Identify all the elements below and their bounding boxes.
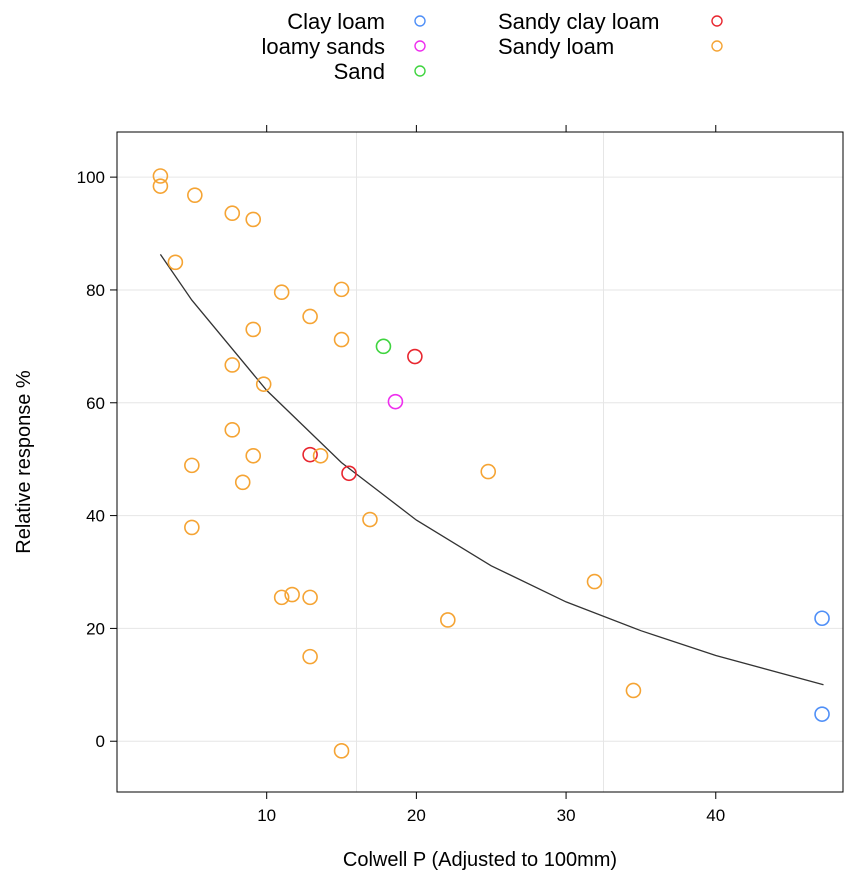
data-point xyxy=(234,474,251,491)
y-axis-title: Relative response % xyxy=(13,370,35,554)
data-point xyxy=(625,682,642,699)
y-tick-label: 0 xyxy=(96,732,105,751)
legend-label: Sand xyxy=(334,59,385,84)
data-point xyxy=(387,393,404,410)
legend-label: Clay loam xyxy=(287,9,385,34)
data-point xyxy=(273,284,290,301)
data-point xyxy=(362,511,378,528)
grid xyxy=(117,132,843,792)
x-axis: 10 20 30 40 xyxy=(257,125,725,825)
data-point xyxy=(255,376,272,392)
x-tick-label: 20 xyxy=(407,806,426,825)
data-point xyxy=(152,168,169,184)
y-tick-label: 80 xyxy=(86,281,105,300)
data-point xyxy=(224,205,241,222)
y-axis: 0 20 40 60 80 100 xyxy=(77,168,117,751)
legend-marker xyxy=(711,40,723,52)
data-point xyxy=(333,281,350,298)
data-point xyxy=(375,338,392,355)
fit-curve xyxy=(159,254,824,686)
legend-label: Sandy loam xyxy=(498,34,614,59)
legend-marker xyxy=(414,15,426,27)
y-tick-label: 40 xyxy=(86,507,105,526)
data-point xyxy=(245,321,262,338)
data-point xyxy=(341,465,357,482)
data-point xyxy=(224,357,241,373)
x-tick-label: 10 xyxy=(257,806,276,825)
legend-marker xyxy=(414,40,426,52)
data-point xyxy=(152,178,169,194)
data-point xyxy=(302,446,318,463)
data-point xyxy=(224,422,241,438)
data-point xyxy=(814,610,830,627)
data-point xyxy=(302,648,318,665)
x-axis-title: Colwell P (Adjusted to 100mm) xyxy=(343,849,617,871)
points-group xyxy=(152,168,830,759)
y-tick-label: 60 xyxy=(86,394,105,413)
data-point xyxy=(814,706,830,722)
data-point xyxy=(184,519,200,536)
data-point xyxy=(333,743,350,759)
data-point xyxy=(273,589,290,606)
data-point xyxy=(586,573,603,590)
plot-frame xyxy=(116,131,844,793)
data-point xyxy=(302,589,318,606)
x-tick-label: 40 xyxy=(706,806,725,825)
y-tick-label: 20 xyxy=(86,619,105,638)
data-point xyxy=(302,308,318,325)
data-point xyxy=(167,254,184,271)
data-point xyxy=(245,447,262,464)
legend-label: Sandy clay loam xyxy=(498,9,659,34)
data-point xyxy=(184,457,200,474)
x-tick-label: 30 xyxy=(557,806,576,825)
data-point xyxy=(284,586,300,603)
data-point xyxy=(187,187,203,203)
legend-marker xyxy=(711,15,723,27)
data-point xyxy=(407,348,423,365)
legend-marker xyxy=(414,65,426,77)
data-point xyxy=(440,612,456,628)
data-point xyxy=(480,463,497,480)
data-point xyxy=(333,331,350,348)
data-point xyxy=(312,447,329,464)
y-tick-label: 100 xyxy=(77,168,105,187)
fit-curve-group xyxy=(159,254,824,686)
legend-label: loamy sands xyxy=(261,34,385,59)
data-point xyxy=(245,211,262,228)
